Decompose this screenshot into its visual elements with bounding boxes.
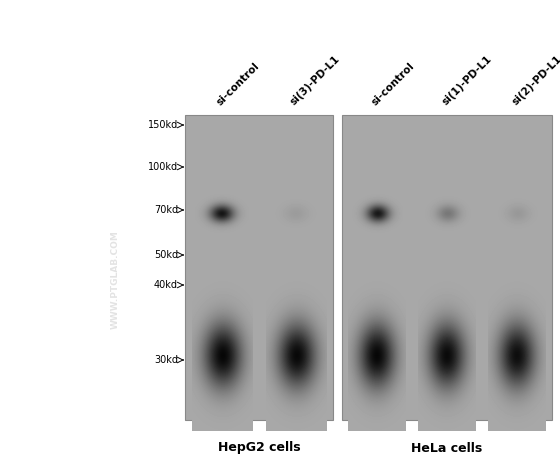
Text: 150kd: 150kd (148, 120, 178, 130)
Text: 100kd: 100kd (148, 162, 178, 172)
Bar (342, 115, 552, 420)
Text: si(3)-PD-L1: si(3)-PD-L1 (289, 54, 342, 107)
Text: 30kd: 30kd (154, 355, 178, 365)
Text: 40kd: 40kd (154, 280, 178, 290)
Text: HepG2 cells: HepG2 cells (218, 441, 300, 454)
Text: 70kd: 70kd (154, 205, 178, 215)
Text: si(1)-PD-L1: si(1)-PD-L1 (440, 54, 493, 107)
Text: 50kd: 50kd (154, 250, 178, 260)
Bar (185, 115, 333, 420)
Text: si-control: si-control (370, 61, 417, 107)
Text: si(2)-PD-L1: si(2)-PD-L1 (510, 54, 560, 107)
Text: WWW.PTGLAB.COM: WWW.PTGLAB.COM (110, 231, 119, 329)
Text: si-control: si-control (215, 61, 262, 107)
Text: HeLa cells: HeLa cells (412, 441, 483, 454)
